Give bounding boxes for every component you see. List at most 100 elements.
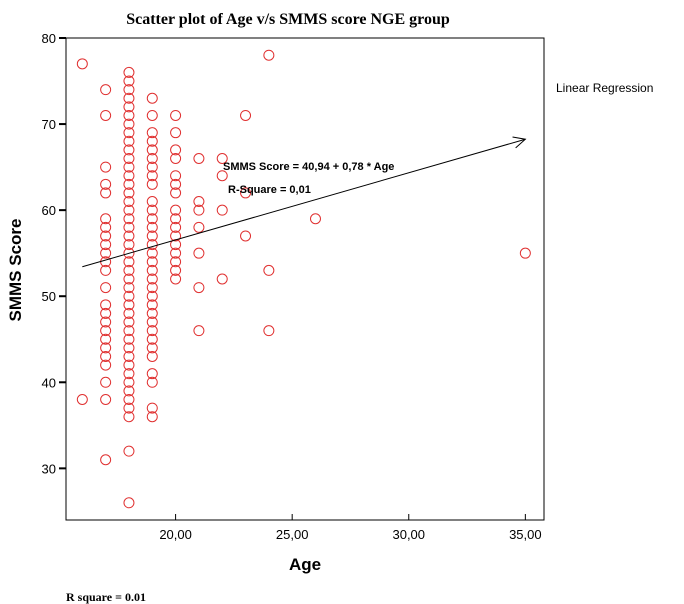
data-point (100, 213, 112, 225)
x-tick-label: 35,00 (509, 527, 542, 542)
data-point (193, 196, 205, 208)
data-point (146, 411, 158, 423)
y-axis: 30 40 50 60 70 80 (42, 31, 66, 476)
regression-r-square: R-Square = 0,01 (228, 184, 311, 196)
data-point (123, 144, 135, 156)
data-point (100, 247, 112, 259)
data-point (146, 325, 158, 337)
data-point (146, 299, 158, 311)
data-point (146, 213, 158, 225)
data-point (100, 325, 112, 337)
data-point (123, 368, 135, 380)
y-tick-label: 80 (42, 31, 56, 46)
data-point (240, 109, 252, 121)
data-point (146, 221, 158, 233)
data-point (193, 282, 205, 294)
regression-equation: SMMS Score = 40,94 + 0,78 * Age (223, 161, 394, 173)
y-tick-label: 40 (42, 375, 56, 390)
regression-line (82, 138, 526, 268)
data-point (123, 127, 135, 139)
data-point (123, 273, 135, 285)
data-point (123, 161, 135, 173)
data-point (146, 264, 158, 276)
data-point (146, 204, 158, 216)
data-point (146, 170, 158, 182)
data-point (146, 376, 158, 388)
data-point (123, 118, 135, 130)
data-point (100, 221, 112, 233)
data-point (193, 325, 205, 337)
data-point (216, 153, 228, 164)
data-point (170, 256, 182, 268)
data-point (123, 316, 135, 328)
data-point (123, 359, 135, 371)
data-point (146, 282, 158, 294)
data-point (170, 170, 182, 182)
data-point (193, 153, 205, 164)
data-point (123, 402, 135, 414)
data-point (100, 84, 112, 96)
data-point (146, 196, 158, 208)
data-point (123, 376, 135, 388)
data-point (146, 92, 158, 104)
data-point (123, 264, 135, 276)
data-point (123, 299, 135, 311)
data-point (193, 247, 205, 259)
data-point (146, 316, 158, 328)
data-point (100, 454, 112, 466)
data-point (170, 213, 182, 225)
data-point (123, 187, 135, 199)
data-point (123, 153, 135, 164)
data-point (123, 307, 135, 319)
data-point (100, 178, 112, 190)
data-point (100, 161, 112, 173)
data-point (146, 350, 158, 362)
data-point (170, 178, 182, 190)
data-point (100, 109, 112, 121)
data-point (123, 333, 135, 345)
data-point (170, 109, 182, 121)
data-point (240, 230, 252, 242)
data-point (123, 204, 135, 216)
data-point (240, 187, 252, 199)
plot-area-frame (65, 37, 545, 521)
x-axis-label: Age (289, 555, 321, 574)
x-tick-label: 20,00 (159, 527, 192, 542)
data-point (123, 497, 135, 509)
data-point (100, 187, 112, 199)
legend-linear-regression: Linear Regression (556, 81, 653, 95)
data-point (100, 307, 112, 319)
data-point (146, 135, 158, 147)
data-point (123, 350, 135, 362)
data-point (123, 135, 135, 147)
data-point (123, 394, 135, 405)
data-point (76, 58, 88, 70)
data-point (100, 282, 112, 294)
data-point (146, 153, 158, 164)
data-point (123, 178, 135, 190)
data-point (123, 221, 135, 233)
data-points (76, 49, 531, 509)
data-point (263, 49, 275, 61)
x-axis: 20,00 25,00 30,00 35,00 (159, 514, 542, 542)
data-point (146, 161, 158, 173)
data-point (146, 273, 158, 285)
data-point (123, 109, 135, 121)
data-point (100, 299, 112, 311)
y-tick-label: 50 (42, 289, 56, 304)
data-point (123, 342, 135, 354)
data-point (309, 213, 321, 225)
data-point (146, 247, 158, 259)
data-point (170, 187, 182, 199)
data-point (146, 230, 158, 242)
data-point (123, 411, 135, 423)
data-point (123, 170, 135, 182)
data-point (170, 127, 182, 139)
regression-arrow-head (512, 136, 527, 149)
data-point (146, 368, 158, 380)
data-point (100, 359, 112, 371)
data-point (170, 153, 182, 164)
y-tick-label: 60 (42, 203, 56, 218)
data-point (123, 196, 135, 208)
